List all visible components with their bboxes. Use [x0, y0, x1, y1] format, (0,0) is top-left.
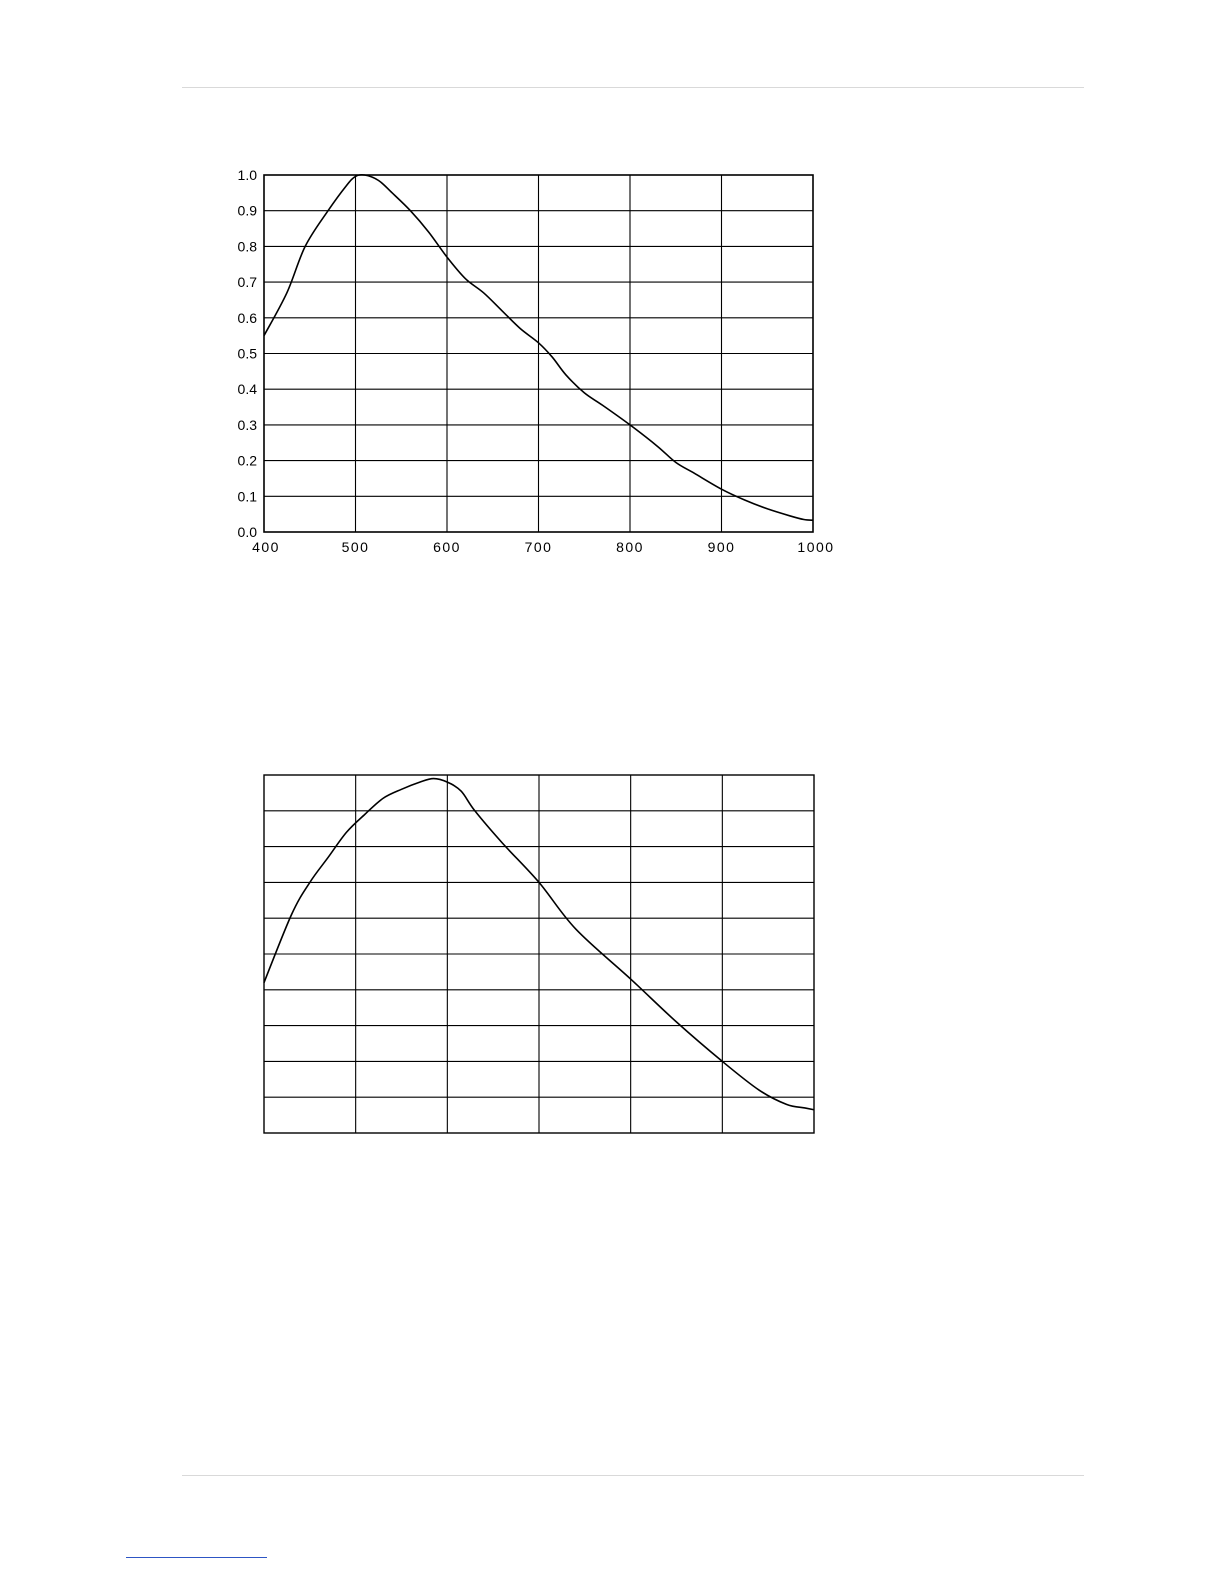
chart-2-plot-frame — [263, 774, 815, 1134]
spectral-response-chart-2 — [263, 774, 815, 1134]
chart-1-y-tick-label: 0.4 — [238, 381, 258, 397]
chart-1-gridlines — [264, 175, 813, 532]
chart-1-y-tick-label: 0.5 — [238, 346, 258, 362]
chart-1-y-tick-label: 0.7 — [238, 274, 258, 290]
chart-1-x-tick-label: 500 — [342, 539, 370, 555]
chart-1-y-tick-label: 0.0 — [238, 524, 258, 540]
footer-link-underline — [126, 1557, 267, 1558]
chart-1-x-ticks: 400 500 600 700 800 900 1000 — [252, 539, 834, 555]
chart-1-y-ticks: 0.0 0.1 0.2 0.3 0.4 0.5 0.6 0.7 0.8 0.9 1.0 — [238, 167, 258, 540]
chart-1-x-tick-label: 800 — [616, 539, 644, 555]
chart-1-y-tick-label: 0.2 — [238, 453, 258, 469]
header-rule — [182, 87, 1084, 88]
chart-1-y-tick-label: 0.9 — [238, 203, 258, 219]
chart-1-x-tick-label: 400 — [252, 539, 280, 555]
chart-1-y-tick-label: 0.1 — [238, 488, 258, 504]
chart-2-gridlines — [264, 775, 814, 1133]
footer-rule — [182, 1475, 1084, 1476]
spectral-response-chart-1: 400 500 600 700 800 900 1000 0.00.10.20.30.40.… — [238, 167, 834, 555]
chart-1-y-tick-label: 0.8 — [238, 238, 258, 254]
chart-1-y-tick-label: 0.3 — [238, 417, 258, 433]
chart-1-x-tick-label: 600 — [433, 539, 461, 555]
chart-1-response-curve — [263, 173, 814, 522]
chart-1-plot-frame — [263, 174, 814, 533]
chart-2-response-curve — [263, 777, 815, 1111]
chart-1-y-tick-label: 1.0 — [238, 167, 258, 183]
chart-1-x-tick-label: 1000 — [797, 539, 834, 555]
chart-1-x-tick-label: 900 — [708, 539, 736, 555]
chart-1-y-tick-label: 0.6 — [238, 310, 258, 326]
chart-1-x-tick-label: 700 — [525, 539, 553, 555]
